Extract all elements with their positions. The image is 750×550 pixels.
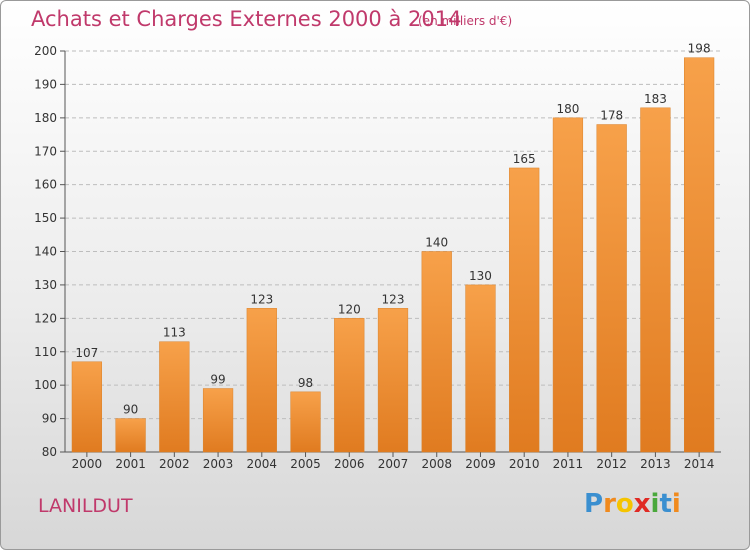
logo-letter: t xyxy=(659,489,672,519)
bar xyxy=(509,167,540,453)
y-tick-label: 170 xyxy=(34,144,57,158)
data-label: 165 xyxy=(513,152,536,166)
x-tick-label: 2010 xyxy=(509,457,540,471)
logo-letter: r xyxy=(603,489,616,519)
bars xyxy=(71,57,715,453)
data-label: 140 xyxy=(425,236,448,250)
y-tick-label: 190 xyxy=(34,77,57,91)
bar xyxy=(421,251,452,453)
chart-subtitle: (en milliers d'€) xyxy=(418,14,513,28)
bar xyxy=(246,308,277,453)
bar xyxy=(290,391,321,453)
bar xyxy=(202,388,234,453)
data-label: 107 xyxy=(75,346,98,360)
data-label: 123 xyxy=(382,292,405,306)
bar xyxy=(596,124,627,453)
bar xyxy=(334,318,365,453)
x-tick-label: 2005 xyxy=(290,457,321,471)
bar xyxy=(159,341,190,453)
axes: 80 90 100 110 120 130 140 150 160 170 180 190 200 200… xyxy=(34,44,721,471)
bar xyxy=(552,117,584,453)
bar xyxy=(377,308,409,453)
logo-letter: i xyxy=(671,489,681,519)
data-label: 113 xyxy=(163,326,186,340)
data-label: 123 xyxy=(250,292,273,306)
proxiti-logo: Proxiti xyxy=(584,489,681,519)
x-tick-label: 2009 xyxy=(465,457,496,471)
x-tick-label: 2003 xyxy=(203,457,234,471)
chart-title: Achats et Charges Externes 2000 à 2014 xyxy=(31,7,462,31)
x-tick-label: 2006 xyxy=(334,457,365,471)
bar xyxy=(684,57,715,453)
data-label: 178 xyxy=(600,109,623,123)
y-tick-label: 200 xyxy=(34,44,57,58)
bar xyxy=(640,107,671,453)
data-label: 183 xyxy=(644,92,667,106)
x-tick-label: 2004 xyxy=(247,457,278,471)
data-label: 120 xyxy=(338,302,361,316)
y-tick-label: 180 xyxy=(34,111,57,125)
x-tick-label: 2012 xyxy=(596,457,627,471)
y-tick-label: 130 xyxy=(34,278,57,292)
x-tick-label: 2007 xyxy=(378,457,409,471)
data-labels: 107 90 113 99 123 98 120 123 140 130 165 180 178 183 1… xyxy=(75,42,710,417)
logo-letter: i xyxy=(650,489,660,519)
data-label: 90 xyxy=(123,403,138,417)
y-tick-label: 140 xyxy=(34,245,57,259)
data-label: 198 xyxy=(688,42,711,56)
data-label: 99 xyxy=(210,373,225,387)
x-tick-label: 2008 xyxy=(421,457,452,471)
bar xyxy=(465,284,496,453)
data-label: 180 xyxy=(556,102,579,116)
data-label: 130 xyxy=(469,269,492,283)
x-tick-label: 2011 xyxy=(553,457,584,471)
x-tick-label: 2014 xyxy=(684,457,715,471)
y-tick-label: 80 xyxy=(42,445,57,459)
x-tick-label: 2000 xyxy=(72,457,103,471)
y-tick-label: 150 xyxy=(34,211,57,225)
data-label: 98 xyxy=(298,376,313,390)
x-tick-label: 2013 xyxy=(640,457,671,471)
y-tick-label: 100 xyxy=(34,378,57,392)
y-tick-label: 160 xyxy=(34,178,57,192)
bar xyxy=(115,418,146,453)
y-tick-label: 120 xyxy=(34,311,57,325)
commune-name: LANILDUT xyxy=(38,495,133,517)
bar xyxy=(71,361,102,453)
x-tick-label: 2001 xyxy=(115,457,146,471)
logo-letter: P xyxy=(584,489,604,519)
x-tick-label: 2002 xyxy=(159,457,190,471)
y-tick-label: 110 xyxy=(34,345,57,359)
y-tick-label: 90 xyxy=(42,412,57,426)
logo-letter: o xyxy=(615,489,634,519)
logo-letter: x xyxy=(633,489,651,519)
